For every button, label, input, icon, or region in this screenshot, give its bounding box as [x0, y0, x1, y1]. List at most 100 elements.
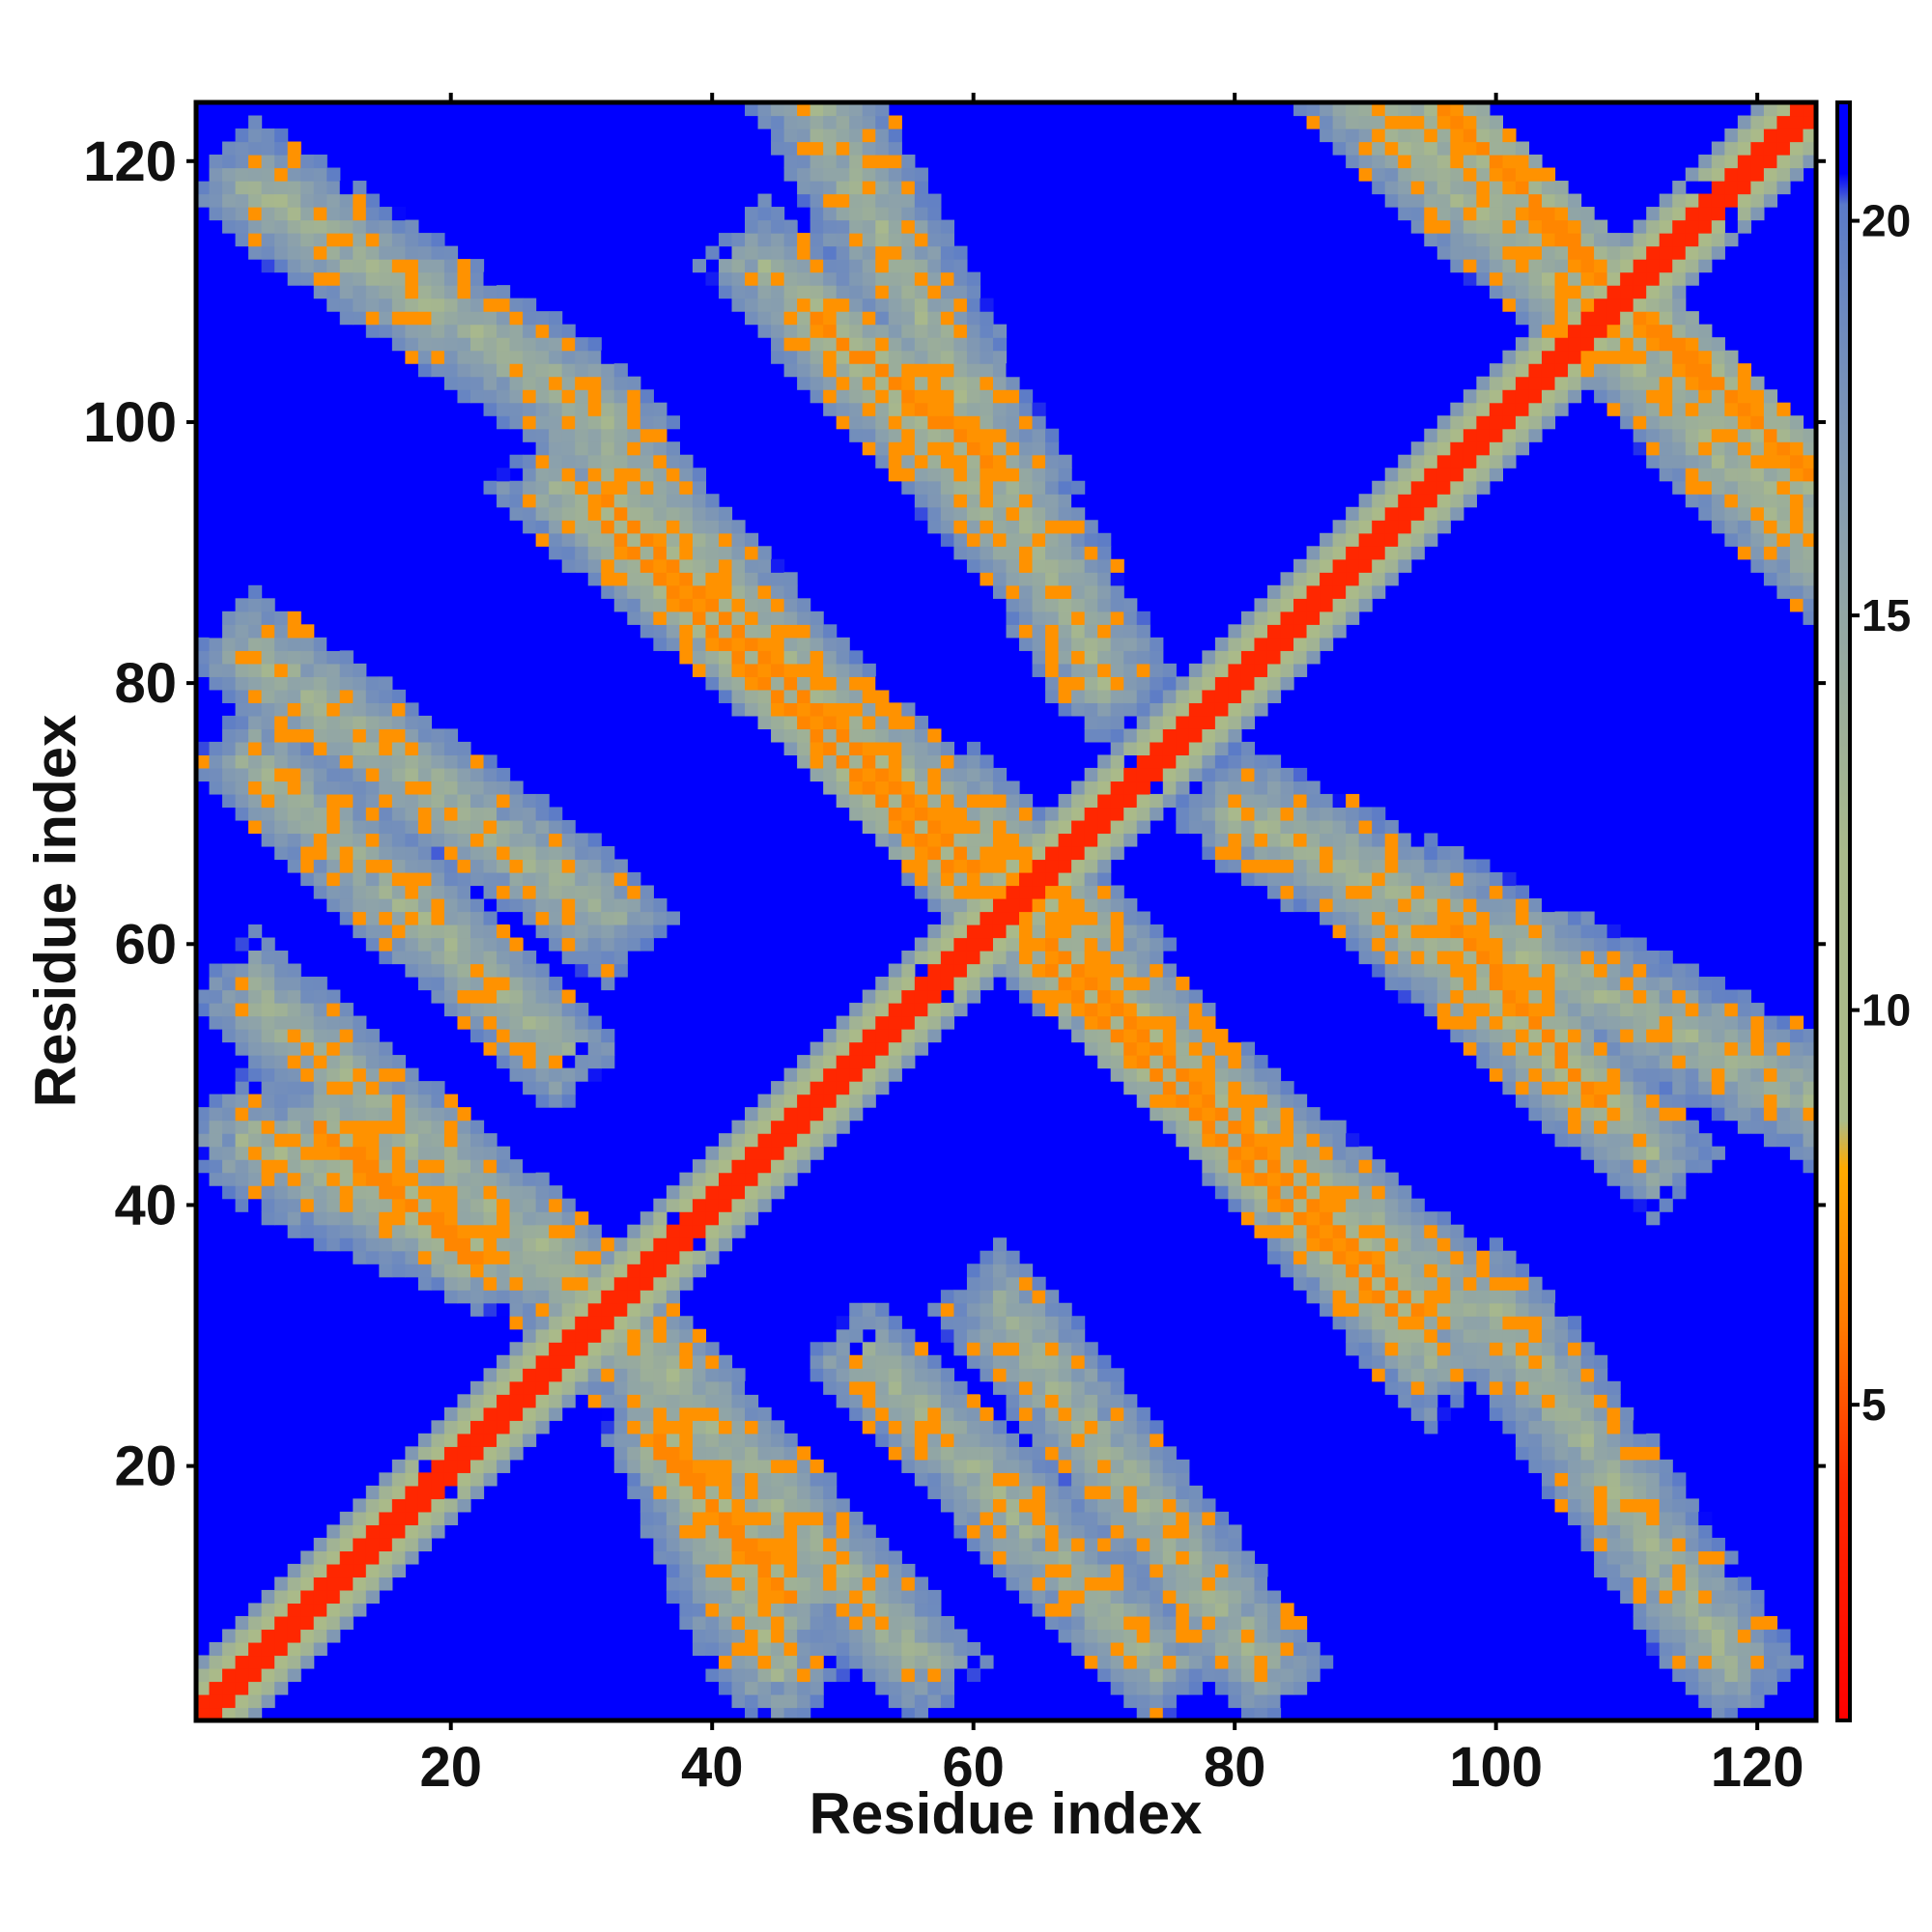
heatmap-cell	[888, 1003, 902, 1017]
heatmap-cell	[1346, 1237, 1360, 1252]
heatmap-cell	[810, 715, 824, 729]
heatmap-cell	[914, 1681, 928, 1695]
heatmap-cell	[1228, 1159, 1242, 1174]
heatmap-cell	[365, 1067, 380, 1082]
heatmap-cell	[1058, 793, 1072, 809]
heatmap-cell	[509, 1029, 524, 1043]
heatmap-cell	[1006, 859, 1020, 873]
heatmap-cell	[261, 989, 275, 1004]
heatmap-cell	[209, 650, 223, 665]
heatmap-cell	[679, 1406, 694, 1421]
heatmap-cell	[980, 963, 994, 978]
heatmap-cell	[235, 193, 249, 208]
heatmap-cell	[1306, 637, 1321, 651]
heatmap-cell	[1123, 650, 1138, 665]
heatmap-cell	[575, 389, 589, 404]
heatmap-cell	[1006, 833, 1020, 847]
heatmap-cell	[888, 1342, 902, 1356]
heatmap-cell	[443, 1511, 459, 1525]
heatmap-cell	[1188, 1681, 1203, 1695]
heatmap-cell	[587, 402, 602, 416]
heatmap-cell	[966, 1433, 981, 1447]
heatmap-cell	[1280, 624, 1294, 639]
heatmap-cell	[379, 1563, 393, 1578]
heatmap-cell	[300, 728, 315, 743]
heatmap-cell	[1176, 767, 1190, 782]
heatmap-cell	[339, 1511, 354, 1525]
heatmap-cell	[523, 376, 537, 390]
heatmap-cell	[248, 181, 263, 195]
heatmap-cell	[980, 389, 994, 404]
heatmap-cell	[405, 1146, 419, 1160]
heatmap-cell	[509, 415, 524, 430]
heatmap-cell	[862, 807, 876, 821]
heatmap-cell	[862, 1368, 876, 1382]
heatmap-cell	[443, 1003, 459, 1017]
heatmap-cell	[1214, 1055, 1230, 1069]
heatmap-cell	[365, 1133, 380, 1148]
heatmap-cell	[1071, 1550, 1086, 1565]
heatmap-cell	[836, 676, 850, 691]
heatmap-cell	[992, 415, 1008, 430]
heatmap-cell	[443, 977, 459, 991]
heatmap-cell	[679, 624, 694, 639]
heatmap-cell	[1176, 1681, 1190, 1695]
heatmap-cell	[300, 1094, 315, 1108]
heatmap-cell	[523, 1041, 537, 1056]
heatmap-cell	[523, 1003, 537, 1017]
heatmap-cell	[1032, 1368, 1046, 1382]
heatmap-cell	[535, 1368, 550, 1382]
heatmap-cell	[1240, 1603, 1256, 1617]
heatmap-cell	[836, 259, 850, 273]
heatmap-cell	[1266, 663, 1282, 677]
heatmap-cell	[966, 1667, 981, 1683]
heatmap-cell	[431, 350, 445, 364]
heatmap-cell	[1084, 1003, 1098, 1017]
heatmap-cell	[379, 741, 393, 756]
heatmap-cell	[1058, 1603, 1072, 1617]
heatmap-cell	[679, 1394, 694, 1408]
heatmap-cell	[261, 155, 275, 169]
heatmap-cell	[1228, 715, 1242, 729]
heatmap-cell	[1202, 1667, 1216, 1683]
heatmap-cell	[875, 819, 890, 835]
heatmap-cell	[1293, 584, 1308, 599]
heatmap-cell	[327, 1055, 341, 1069]
heatmap-cell	[745, 1120, 759, 1134]
heatmap-cell	[1136, 924, 1151, 939]
heatmap-cell	[1162, 1459, 1177, 1473]
heatmap-cell	[1032, 650, 1046, 665]
heatmap-cell	[457, 1250, 471, 1264]
heatmap-cell	[235, 1015, 249, 1030]
heatmap-cell	[523, 298, 537, 312]
heatmap-cell	[1162, 1029, 1177, 1043]
heatmap-cell	[810, 324, 824, 338]
heatmap-cell	[992, 885, 1008, 899]
heatmap-cell	[431, 911, 445, 925]
heatmap-cell	[287, 167, 301, 182]
heatmap-cell	[509, 298, 524, 312]
heatmap-cell	[757, 1537, 772, 1551]
heatmap-cell	[523, 494, 537, 508]
heatmap-cell	[1084, 911, 1098, 925]
heatmap-cell	[757, 1472, 772, 1487]
heatmap-cell	[1176, 1603, 1190, 1617]
heatmap-cell	[731, 1511, 746, 1525]
heatmap-cell	[731, 1394, 746, 1408]
heatmap-cell	[379, 715, 393, 729]
heatmap-cell	[1032, 1420, 1046, 1435]
heatmap-cell	[274, 1655, 289, 1669]
heatmap-cell	[731, 637, 746, 651]
heatmap-cell	[953, 1316, 968, 1330]
heatmap-cell	[483, 350, 497, 364]
heatmap-cell	[549, 924, 563, 939]
heatmap-cell	[823, 324, 838, 338]
heatmap-cell	[1136, 1420, 1151, 1435]
heatmap-cell	[339, 807, 354, 821]
heatmap-cell	[771, 1472, 785, 1487]
heatmap-cell	[731, 285, 746, 299]
heatmap-cell	[339, 702, 354, 717]
heatmap-cell	[1084, 1472, 1098, 1487]
heatmap-cell	[1346, 1224, 1360, 1238]
heatmap-cell	[274, 951, 289, 965]
